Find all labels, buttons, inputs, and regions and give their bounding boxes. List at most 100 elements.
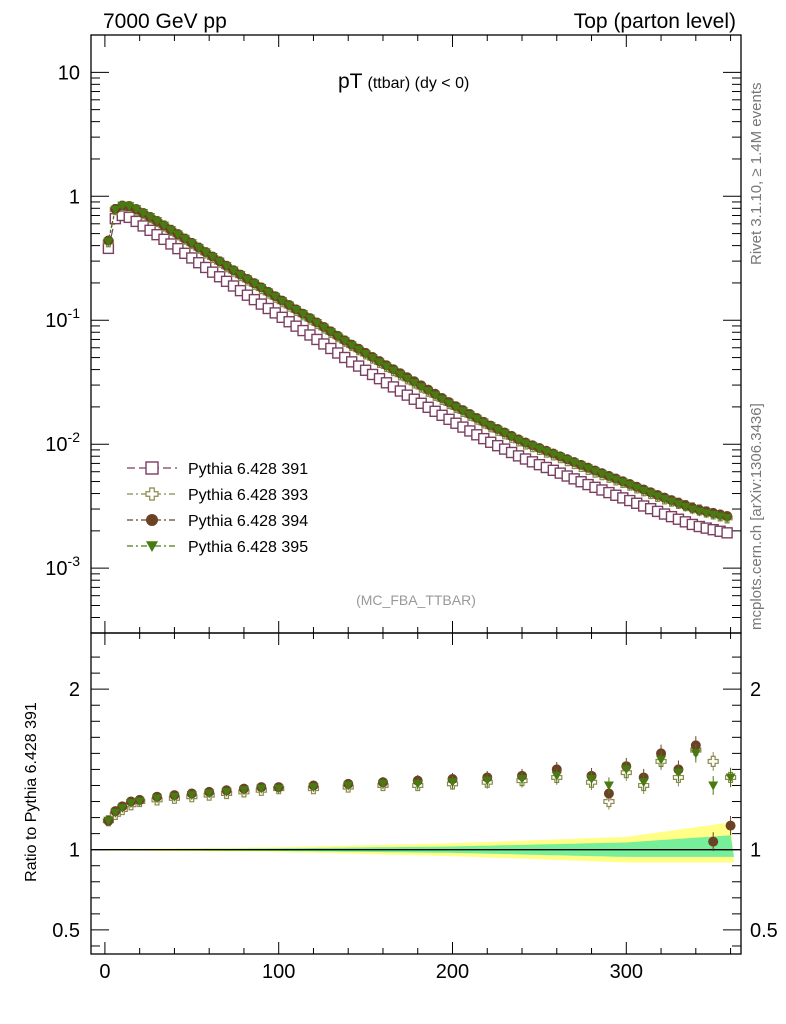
ratio-point — [412, 779, 423, 789]
data-point — [499, 429, 510, 439]
data-point — [228, 266, 239, 276]
data-point — [298, 310, 309, 320]
data-point — [555, 452, 566, 462]
ratio-y-tick-label: 0.5 — [52, 920, 80, 942]
ratio-point — [656, 755, 667, 765]
data-point — [325, 328, 336, 338]
data-point — [631, 483, 642, 493]
data-point — [388, 366, 399, 376]
ratio-point — [343, 781, 354, 791]
legend-marker — [145, 487, 159, 501]
legend-entry: Pythia 6.428 395 — [127, 539, 308, 556]
data-point — [152, 217, 163, 227]
ratio-point — [707, 755, 719, 767]
data-point — [513, 436, 524, 446]
ratio-panel: 0.5 0.5 1 1 2 2 Ratio to Pythia 6.428 391 — [23, 632, 778, 955]
y-tick-exp: -3 — [68, 553, 81, 569]
data-point — [311, 319, 322, 329]
data-point — [332, 332, 343, 342]
legend-label: Pythia 6.428 391 — [188, 461, 308, 478]
ratio-y-tick-label-right: 2 — [750, 679, 761, 701]
y-tick-base: 10 — [45, 310, 67, 332]
data-point — [423, 387, 434, 397]
data-point — [506, 432, 517, 442]
data-point — [367, 354, 378, 364]
ratio-point — [708, 781, 719, 791]
legend-entry: Pythia 6.428 394 — [127, 513, 308, 530]
ratio-point — [377, 779, 388, 789]
ratio-series-layer — [102, 736, 737, 852]
main-title-sub: (ttbar) (dy < 0) — [368, 75, 470, 92]
ratio-point — [134, 797, 145, 807]
y-tick-base: 10 — [45, 558, 67, 580]
data-point — [478, 418, 489, 428]
data-point — [666, 497, 677, 507]
ratio-point — [308, 783, 319, 793]
ratio-point — [673, 768, 684, 778]
data-point — [110, 205, 121, 215]
x-tick-label: 0 — [99, 961, 110, 983]
ratio-point — [125, 799, 136, 809]
data-point — [402, 374, 413, 384]
main-y-tick-label: 1 — [69, 186, 80, 208]
data-point — [221, 262, 232, 272]
data-point — [590, 467, 601, 477]
ratio-point — [482, 776, 493, 786]
data-point — [207, 252, 218, 262]
ratio-point — [238, 786, 249, 796]
data-point — [277, 297, 288, 307]
ratio-point — [204, 789, 215, 799]
ratio-point — [221, 787, 232, 797]
ratio-frame — [90, 632, 742, 955]
ratio-point — [621, 765, 632, 775]
ratio-point — [725, 773, 736, 783]
data-point — [603, 472, 614, 482]
data-point — [680, 502, 691, 512]
data-point — [492, 425, 503, 435]
rivet-label: Rivet 3.1.10, ≥ 1.4M events — [748, 83, 765, 266]
data-point — [193, 243, 204, 253]
main-y-tick-label: 10-1 — [45, 305, 80, 332]
ratio-y-tick-label: 1 — [69, 840, 80, 862]
data-point — [172, 230, 183, 240]
ratio-point — [708, 836, 719, 847]
main-y-tick-label: 10 — [58, 62, 80, 84]
data-point — [270, 292, 281, 302]
ratio-point — [273, 784, 284, 794]
data-point — [346, 341, 357, 351]
data-point — [617, 478, 628, 488]
ratio-ylabel: Ratio to Pythia 6.428 391 — [23, 702, 40, 882]
data-point — [249, 279, 260, 289]
data-point — [374, 358, 385, 368]
ratio-point — [117, 803, 128, 813]
data-point — [124, 202, 135, 212]
data-point — [409, 379, 420, 389]
ratio-series-pythia-6-428-395 — [103, 744, 736, 826]
ratio-axis-ticks: 0.5 0.5 1 1 2 2 — [52, 656, 778, 947]
data-point — [444, 399, 455, 409]
data-point — [242, 275, 253, 285]
data-point — [200, 248, 211, 258]
main-y-tick-label: 10-2 — [45, 429, 80, 456]
y-tick-base: 10 — [45, 434, 67, 456]
series-pythia-6-428-395 — [103, 201, 733, 524]
data-point — [353, 345, 364, 355]
main-y-tick-label: 10-3 — [45, 553, 80, 580]
ratio-y-tick-label-right: 1 — [750, 840, 761, 862]
data-point — [541, 447, 552, 457]
data-point — [117, 201, 128, 211]
x-tick-label: 200 — [436, 961, 469, 983]
legend-marker — [146, 541, 158, 552]
header-right: Top (parton level) — [574, 10, 736, 33]
data-point — [722, 514, 733, 524]
data-point — [583, 464, 594, 474]
ratio-y-tick-label-right: 0.5 — [750, 920, 778, 942]
data-point — [659, 495, 670, 505]
watermark: (MC_FBA_TTBAR) — [356, 592, 476, 608]
data-point — [318, 323, 329, 333]
data-point — [450, 403, 461, 413]
legend-label: Pythia 6.428 394 — [188, 513, 308, 530]
legend-entry: Pythia 6.428 391 — [127, 461, 308, 478]
